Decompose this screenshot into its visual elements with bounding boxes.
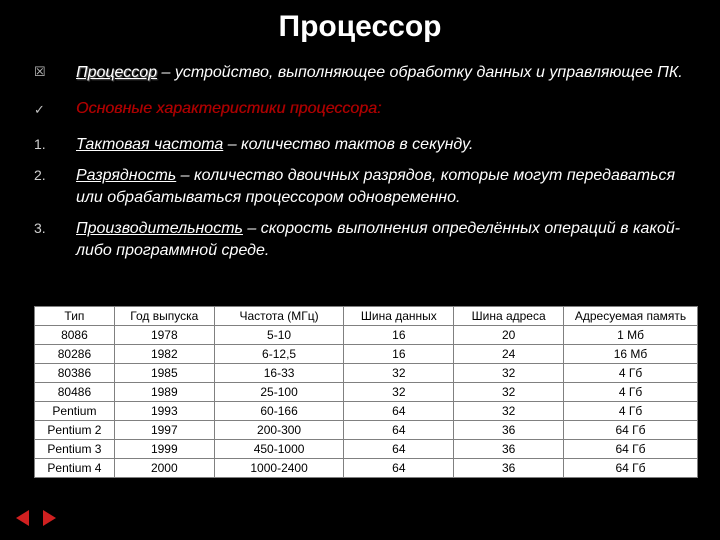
point-row: 1.Тактовая частота – количество тактов в… [34, 134, 692, 156]
table-cell: Pentium [35, 401, 115, 420]
table-cell: 6-12,5 [214, 344, 344, 363]
table-cell: 200-300 [214, 420, 344, 439]
table-cell: 4 Гб [564, 382, 698, 401]
table-cell: 24 [454, 344, 564, 363]
table-cell: 16 [344, 325, 454, 344]
table-cell: 450-1000 [214, 439, 344, 458]
point-number: 2. [34, 165, 76, 183]
table-cell: 80486 [35, 382, 115, 401]
table-row: 80386198516-3332324 Гб [35, 363, 698, 382]
table-cell: 1000-2400 [214, 458, 344, 477]
slide-body: ☒ Процессор – устройство, выполняющее об… [28, 62, 692, 478]
table-cell: 5-10 [214, 325, 344, 344]
table-cell: Pentium 2 [35, 420, 115, 439]
table-cell: 36 [454, 439, 564, 458]
definition-rest: – устройство, выполняющее обработку данн… [157, 64, 683, 81]
table-cell: Pentium 3 [35, 439, 115, 458]
table-cell: 1997 [114, 420, 214, 439]
table-header-cell: Тип [35, 306, 115, 325]
table-cell: 32 [344, 363, 454, 382]
definition-row: ☒ Процессор – устройство, выполняющее об… [34, 62, 692, 84]
next-arrow-icon[interactable] [43, 510, 56, 526]
table-cell: 16-33 [214, 363, 344, 382]
table-cell: 60-166 [214, 401, 344, 420]
table-cell: 25-100 [214, 382, 344, 401]
point-text: Тактовая частота – количество тактов в с… [76, 134, 692, 156]
table-cell: Pentium 4 [35, 458, 115, 477]
table-row: 80486198925-10032324 Гб [35, 382, 698, 401]
subheading-row: ✓ Основные характеристики процессора: [34, 100, 692, 118]
table-row: Pentium 420001000-2400643664 Гб [35, 458, 698, 477]
table-cell: 16 [344, 344, 454, 363]
table-cell: 4 Гб [564, 401, 698, 420]
table-cell: 64 [344, 401, 454, 420]
prev-arrow-icon[interactable] [16, 510, 29, 526]
table-cell: 32 [344, 382, 454, 401]
table-row: 8028619826-12,5162416 Мб [35, 344, 698, 363]
table-cell: 1989 [114, 382, 214, 401]
point-term: Разрядность [76, 167, 176, 184]
table-header-cell: Шина данных [344, 306, 454, 325]
table-cell: 64 [344, 439, 454, 458]
point-number: 1. [34, 134, 76, 152]
subheading-text: Основные характеристики процессора: [76, 100, 381, 118]
table-body: 808619785-1016201 Мб8028619826-12,516241… [35, 325, 698, 477]
slide-title: Процессор [28, 10, 692, 44]
check-marker: ✓ [34, 100, 76, 118]
table-cell: 32 [454, 401, 564, 420]
table-cell: 32 [454, 382, 564, 401]
point-term: Производительность [76, 220, 243, 237]
table-cell: 1982 [114, 344, 214, 363]
point-rest: – количество тактов в секунду. [223, 136, 473, 153]
table-cell: 36 [454, 420, 564, 439]
table-row: Pentium199360-16664324 Гб [35, 401, 698, 420]
table-cell: 16 Мб [564, 344, 698, 363]
table-cell: 8086 [35, 325, 115, 344]
nav-arrows [16, 510, 56, 526]
table-header-cell: Частота (МГц) [214, 306, 344, 325]
table-cell: 4 Гб [564, 363, 698, 382]
table-cell: 1978 [114, 325, 214, 344]
point-term: Тактовая частота [76, 136, 223, 153]
table-row: 808619785-1016201 Мб [35, 325, 698, 344]
table-header-row: ТипГод выпускаЧастота (МГц)Шина данныхШи… [35, 306, 698, 325]
table-cell: 36 [454, 458, 564, 477]
point-row: 2.Разрядность – количество двоичных разр… [34, 165, 692, 208]
table-cell: 80386 [35, 363, 115, 382]
table-cell: 1993 [114, 401, 214, 420]
table-cell: 64 [344, 420, 454, 439]
table-cell: 20 [454, 325, 564, 344]
table-cell: 1 Мб [564, 325, 698, 344]
table-cell: 64 Гб [564, 439, 698, 458]
bullet-marker: ☒ [34, 62, 76, 80]
term-processor: Процессор [76, 64, 157, 81]
definition-text: Процессор – устройство, выполняющее обра… [76, 62, 692, 84]
table-cell: 64 Гб [564, 458, 698, 477]
table-cell: 1999 [114, 439, 214, 458]
points-list: 1.Тактовая частота – количество тактов в… [34, 134, 692, 262]
table-header-cell: Год выпуска [114, 306, 214, 325]
table-cell: 80286 [35, 344, 115, 363]
point-text: Производительность – скорость выполнения… [76, 218, 692, 261]
table-header-cell: Шина адреса [454, 306, 564, 325]
point-number: 3. [34, 218, 76, 236]
table-cell: 1985 [114, 363, 214, 382]
table-cell: 32 [454, 363, 564, 382]
table-row: Pentium 21997200-300643664 Гб [35, 420, 698, 439]
cpu-table: ТипГод выпускаЧастота (МГц)Шина данныхШи… [34, 306, 698, 478]
table-row: Pentium 31999450-1000643664 Гб [35, 439, 698, 458]
point-row: 3.Производительность – скорость выполнен… [34, 218, 692, 261]
table-cell: 64 Гб [564, 420, 698, 439]
table-header-cell: Адресуемая память [564, 306, 698, 325]
table-cell: 2000 [114, 458, 214, 477]
point-text: Разрядность – количество двоичных разряд… [76, 165, 692, 208]
table-cell: 64 [344, 458, 454, 477]
